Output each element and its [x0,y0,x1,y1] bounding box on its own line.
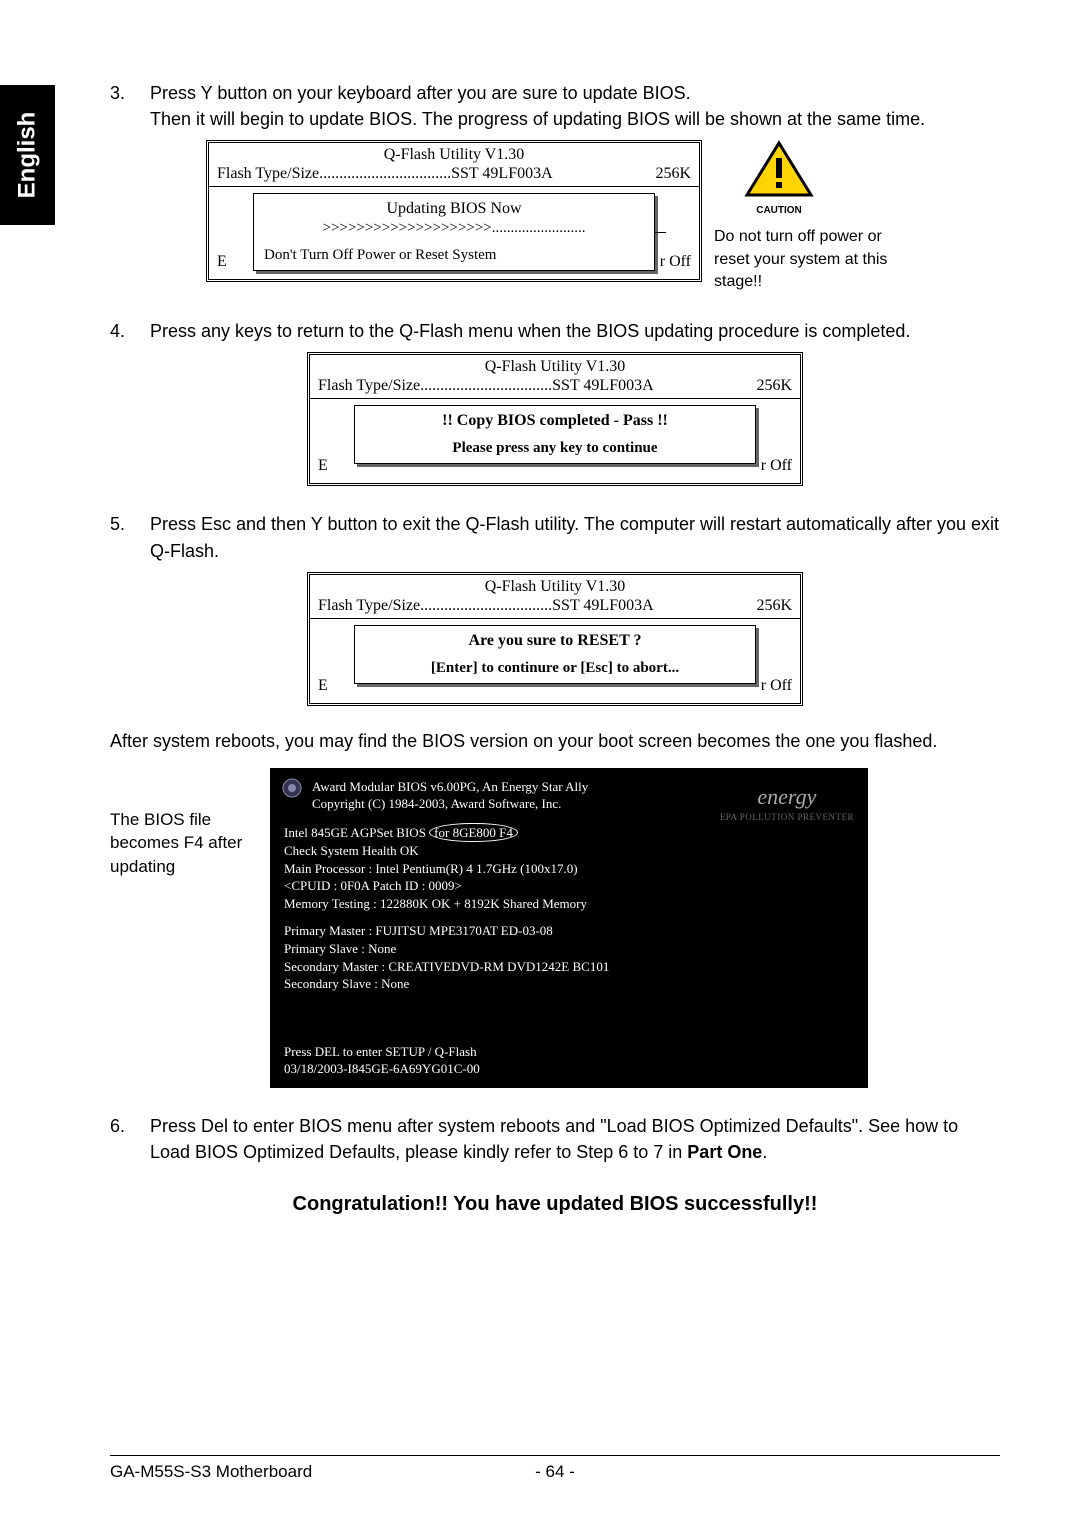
bios-block-1: Intel 845GE AGPSet BIOS for 8GE800 F4 Ch… [284,823,854,913]
qflash-flash-label-3: Flash Type/Size.........................… [318,597,654,615]
step-5-num: 5. [110,511,150,563]
qflash-mid-3: E r Off Are you sure to RESET ? [Enter] … [310,619,800,703]
caution-note: Do not turn off power or reset your syst… [714,226,904,293]
caution-label: CAUTION [744,204,814,218]
energy-logo: energy EPA POLLUTION PREVENTER [720,782,854,824]
bios-l3: Main Processor : Intel Pentium(R) 4 1.7G… [284,860,854,878]
energy-text: energy [720,782,854,812]
updating-line1: Updating BIOS Now [264,200,644,218]
qflash-keep-left-3: E [318,677,328,695]
bios-row: The BIOS file becomes F4 after updating … [110,768,1000,1088]
qflash-flash-line: Flash Type/Size.........................… [209,165,699,187]
footer-left: GA-M55S-S3 Motherboard [110,1462,515,1482]
qflash-keep-right: r Off [660,253,691,271]
main-content: 3. Press Y button on your keyboard after… [110,80,1000,1216]
bios-l7: Primary Slave : None [284,940,854,958]
qflash-title: Q-Flash Utility V1.30 [209,143,699,165]
qflash-flash-line-3: Flash Type/Size.........................… [310,597,800,619]
qflash-flash-size: 256K [655,165,691,183]
updating-line2: >>>>>>>>>>>>>>>>>>>>....................… [264,220,644,237]
bios-f1: Press DEL to enter SETUP / Q-Flash [284,1043,854,1061]
qflash-title-2: Q-Flash Utility V1.30 [310,355,800,377]
updating-bottom: Don't Turn Off Power or Reset System [264,247,644,264]
qflash-flash-size-3: 256K [756,597,792,615]
qflash-box-completed: Q-Flash Utility V1.30 Flash Type/Size...… [307,352,803,486]
step-3: 3. Press Y button on your keyboard after… [110,80,1000,132]
caution-icon [744,140,814,200]
bios-l9: Secondary Slave : None [284,975,854,993]
qflash-flash-line-2: Flash Type/Size.........................… [310,377,800,399]
step-5: 5. Press Esc and then Y button to exit t… [110,511,1000,563]
qflash-title-3: Q-Flash Utility V1.30 [310,575,800,597]
bios-l2: Check System Health OK [284,842,854,860]
qflash-keep-left-2: E [318,457,328,475]
after-reboot-text: After system reboots, you may find the B… [110,731,1000,752]
step-6-text-a: Press Del to enter BIOS menu after syste… [150,1116,958,1162]
bios-f2: 03/18/2003-I845GE-6A69YG01C-00 [284,1060,854,1078]
completed-line1: !! Copy BIOS completed - Pass !! [365,412,745,430]
reset-line2: [Enter] to continure or [Esc] to abort..… [365,660,745,677]
qflash-box-reset: Q-Flash Utility V1.30 Flash Type/Size...… [307,572,803,706]
step-6-num: 6. [110,1113,150,1165]
step-4-text: Press any keys to return to the Q-Flash … [150,318,1000,344]
footer-page-num: - 64 - [515,1462,595,1482]
footer-rule [110,1455,1000,1456]
step-3-num: 3. [110,80,150,132]
step-6-text-b: Part One [687,1142,762,1162]
qflash-flash-label: Flash Type/Size.........................… [217,165,553,183]
qflash-mid-2: E r Off !! Copy BIOS completed - Pass !!… [310,399,800,483]
bios-block-2: Primary Master : FUJITSU MPE3170AT ED-03… [284,922,854,992]
step-5-text: Press Esc and then Y button to exit the … [150,511,1000,563]
qflash-flash-size-2: 256K [756,377,792,395]
footer-row: GA-M55S-S3 Motherboard - 64 - [110,1462,1000,1482]
leader-line [654,232,666,233]
bios-footer-block: Press DEL to enter SETUP / Q-Flash 03/18… [284,1043,854,1078]
qflash-reset-wrap: Q-Flash Utility V1.30 Flash Type/Size...… [110,572,1000,706]
bios-l4: <CPUID : 0F0A Patch ID : 0009> [284,877,854,895]
qflash-completed-wrap: Q-Flash Utility V1.30 Flash Type/Size...… [110,352,1000,486]
award-icon [282,778,302,798]
bios-l1b-oval: for 8GE800 F4 [429,823,518,843]
bios-l8: Secondary Master : CREATIVEDVD-RM DVD124… [284,958,854,976]
qflash-keep-right-2: r Off [761,457,792,475]
qflash-mid: E r Off Updating BIOS Now >>>>>>>>>>>>>>… [209,187,699,279]
epa-text: EPA POLLUTION PREVENTER [720,811,854,823]
bios-l6: Primary Master : FUJITSU MPE3170AT ED-03… [284,922,854,940]
bios-boot-screen: energy EPA POLLUTION PREVENTER Award Mod… [270,768,868,1088]
bios-note: The BIOS file becomes F4 after updating [110,768,270,1088]
bios-l1: Intel 845GE AGPSet BIOS for 8GE800 F4 [284,823,854,843]
qflash-inner-updating: Updating BIOS Now >>>>>>>>>>>>>>>>>>>>..… [253,193,655,271]
completed-line2: Please press any key to continue [365,440,745,457]
language-tab: English [0,85,55,225]
step-6: 6. Press Del to enter BIOS menu after sy… [110,1113,1000,1165]
page-footer: GA-M55S-S3 Motherboard - 64 - [110,1455,1000,1482]
qflash-flash-label-2: Flash Type/Size.........................… [318,377,654,395]
congrats-text: Congratulation!! You have updated BIOS s… [110,1193,1000,1216]
bios-l1a: Intel 845GE AGPSet BIOS [284,825,429,840]
qflash-keep-right-3: r Off [761,677,792,695]
step-3-text: Press Y button on your keyboard after yo… [150,80,1000,132]
step-6-text: Press Del to enter BIOS menu after syste… [150,1113,1000,1165]
qflash-updating-wrap: Q-Flash Utility V1.30 Flash Type/Size...… [110,140,1000,293]
step-4-num: 4. [110,318,150,344]
caution-column: CAUTION Do not turn off power or reset y… [714,140,904,293]
step-4: 4. Press any keys to return to the Q-Fla… [110,318,1000,344]
qflash-keep-left: E [217,253,227,271]
qflash-inner-reset: Are you sure to RESET ? [Enter] to conti… [354,625,756,684]
reset-line1: Are you sure to RESET ? [365,632,745,650]
step-6-text-c: . [762,1142,767,1162]
qflash-inner-completed: !! Copy BIOS completed - Pass !! Please … [354,405,756,464]
bios-l5: Memory Testing : 122880K OK + 8192K Shar… [284,895,854,913]
footer-right [595,1462,1000,1482]
qflash-box-updating: Q-Flash Utility V1.30 Flash Type/Size...… [206,140,702,282]
language-tab-label: English [14,112,42,199]
